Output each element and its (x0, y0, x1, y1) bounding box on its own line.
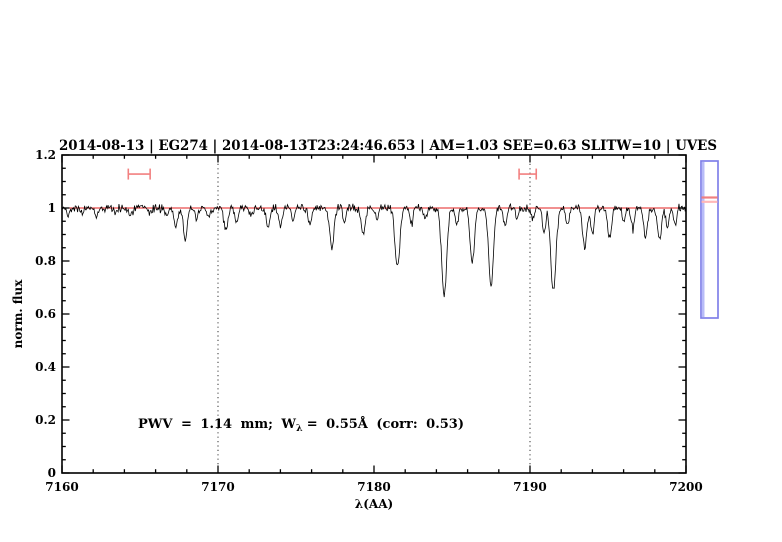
x-tick-label: 7190 (513, 480, 546, 494)
y-tick-label: 0.4 (35, 360, 56, 374)
pwv-annotation: PWV = 1.14 mm; Wλ = 0.55Å (corr: 0.53) (138, 416, 464, 434)
x-tick-label: 7170 (201, 480, 234, 494)
x-tick-label: 7180 (357, 480, 390, 494)
x-axis-label: λ(AA) (355, 497, 393, 511)
y-tick-label: 1 (48, 201, 56, 215)
y-tick-label: 1.2 (35, 148, 56, 162)
y-tick-label: 0.2 (35, 413, 56, 427)
pwv-annotation-main: PWV = 1.14 mm; W (138, 417, 296, 432)
y-tick-label: 0.8 (35, 254, 56, 268)
plot-title: 2014-08-13 | EG274 | 2014-08-13T23:24:46… (59, 138, 717, 154)
y-tick-label: 0 (48, 466, 56, 480)
lambda-subscript: λ (296, 423, 303, 434)
pwv-annotation-rest: = 0.55Å (corr: 0.53) (307, 416, 464, 432)
x-tick-label: 7200 (669, 480, 702, 494)
plot-canvas (61, 154, 719, 474)
y-tick-label: 0.6 (35, 307, 56, 321)
y-axis-label: norm. flux (11, 279, 25, 349)
x-tick-label: 7160 (45, 480, 78, 494)
